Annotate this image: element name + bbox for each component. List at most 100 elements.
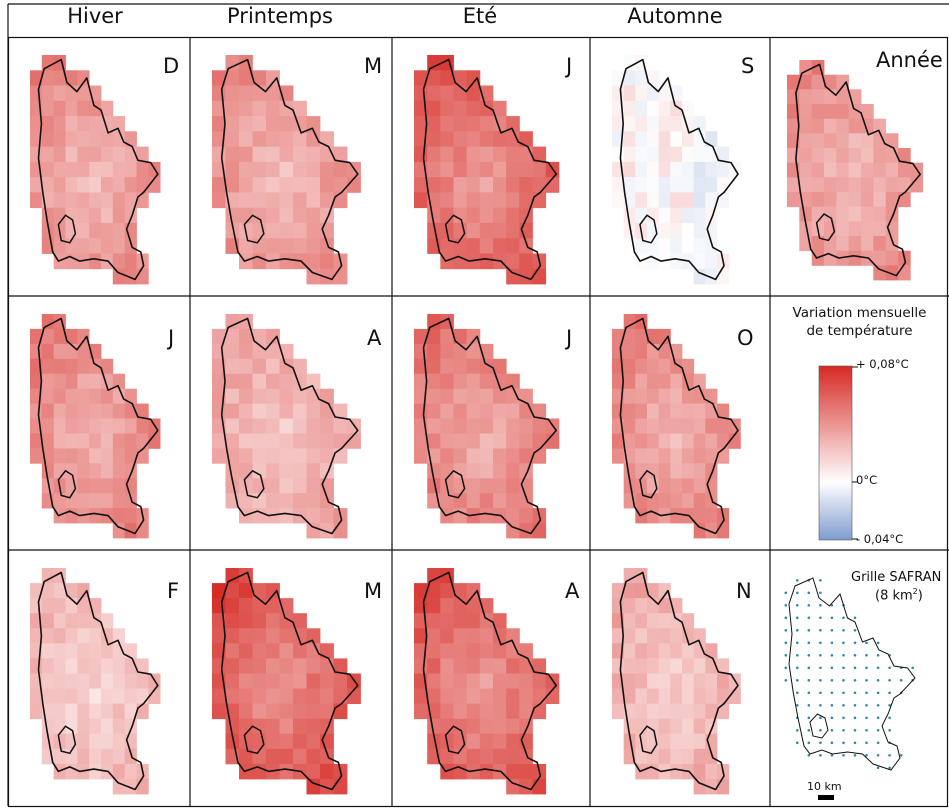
month-map-1-1-cell — [225, 328, 240, 345]
month-map-1-0-cell — [136, 403, 149, 419]
annual-map-cell — [836, 206, 849, 222]
month-map-1-1-cell — [252, 403, 267, 419]
month-map-2-0-cell — [89, 748, 102, 765]
month-map-0-3-cell — [658, 238, 671, 254]
month-map-0-0-cell — [77, 238, 90, 254]
month-map-1-2-cell — [466, 448, 481, 464]
month-map-0-2-cell — [532, 177, 547, 193]
month-map-2-0-cell — [89, 658, 102, 674]
month-map-1-3-cell — [647, 403, 660, 419]
month-map-1-1-cell — [212, 343, 226, 360]
month-map-2-1-cell — [239, 748, 253, 765]
month-map-1-2-cell — [440, 418, 454, 434]
month-map-0-0-cell — [65, 222, 78, 239]
month-map-2-3-cell — [623, 673, 636, 689]
month-map-2-2-cell — [440, 718, 454, 735]
month-map-1-2-cell — [506, 508, 520, 524]
grid-point — [807, 616, 811, 620]
month-map-0-3-cell — [635, 100, 648, 117]
month-map-1-0-cell — [112, 388, 125, 404]
grid-point — [899, 679, 903, 682]
month-map-2-2-cell — [414, 598, 428, 614]
month-map-2-2-cell — [427, 628, 441, 644]
month-map-2-3-cell — [658, 688, 671, 704]
month-map-1-1-cell — [212, 328, 226, 345]
month-map-2-3-cell — [705, 643, 718, 659]
month-map-1-1-cell — [239, 343, 253, 360]
annual-map-cell — [799, 162, 812, 178]
month-map-0-3-cell — [658, 192, 671, 209]
month-map-1-0-cell — [77, 403, 90, 419]
month-map-0-1-boundary — [220, 58, 359, 281]
grid-point — [819, 729, 822, 732]
month-map-0-3-cell — [623, 100, 636, 117]
month-map-2-3-cell — [670, 628, 683, 644]
month-map-2-0-cell — [124, 763, 137, 780]
month-map-2-2-cell — [414, 703, 428, 720]
month-map-2-2-cell — [440, 583, 454, 599]
month-map-2-0-boundary — [37, 571, 159, 791]
grid-map-enclave — [809, 713, 829, 739]
month-map-2-3-cell — [670, 673, 683, 689]
month-map-2-1-cell — [225, 583, 240, 599]
month-map-2-1-cell — [347, 688, 361, 704]
month-map-2-0-cell — [41, 688, 54, 704]
column-header-printemps: Printemps — [227, 4, 333, 28]
grid-point — [784, 629, 788, 632]
month-map-0-2-cell — [466, 116, 481, 132]
month-map-0-3-cell — [623, 207, 636, 224]
annual-map-cell — [885, 250, 899, 266]
month-map-2-1-cell — [252, 628, 267, 644]
month-map-0-3-cell — [705, 177, 718, 193]
month-map-1-2-cell — [493, 433, 507, 449]
month-map-0-3-cell — [705, 131, 718, 147]
annual-map-cell — [787, 148, 800, 164]
month-map-1-0-cell — [53, 388, 66, 404]
month-map-0-2-cell — [493, 131, 507, 147]
month-map-2-3-cell — [670, 748, 683, 765]
annual-map-cell — [824, 118, 837, 134]
month-map-0-1-cell — [252, 85, 267, 102]
month-map-1-3-cell — [670, 463, 683, 479]
month-map-1-1-cell — [252, 508, 267, 524]
month-map-0-0-cell — [41, 177, 54, 193]
month-map-0-3-cell — [682, 146, 695, 163]
grid-point — [807, 704, 811, 707]
month-map-1-0-cell — [65, 448, 78, 464]
month-map-2-0-cell — [41, 568, 54, 584]
month-map-1-0-cell — [89, 388, 102, 404]
month-map-0-2-cell — [493, 100, 507, 117]
month-map-0-1-cell — [239, 207, 253, 224]
month-map-0-1-cell — [212, 85, 226, 102]
month-map-2-2-cell — [427, 583, 441, 599]
month-map-1-1-cell — [320, 508, 334, 524]
month-map-2-3-cell — [670, 658, 683, 674]
month-map-1-3-cell — [658, 403, 671, 419]
grid-point — [819, 604, 822, 607]
month-map-2-3-cell — [612, 583, 625, 599]
month-map-0-3-cell — [705, 192, 718, 209]
month-map-2-1-cell — [306, 733, 321, 750]
month-map-0-2-cell — [427, 177, 441, 193]
month-map-1-2-cell — [414, 448, 428, 464]
month-map-0-0-cell — [65, 253, 78, 270]
month-map-1-0-cell — [124, 523, 137, 539]
month-map-2-2-cell — [440, 643, 454, 659]
month-map-2-1-cell — [252, 673, 267, 689]
month-map-2-0-cell — [65, 613, 78, 629]
grid-point — [911, 666, 914, 670]
month-map-2-2-cell — [466, 613, 481, 629]
month-map-0-2-cell — [414, 70, 428, 86]
annual-map-cell — [811, 192, 825, 208]
month-map-0-2-cell — [466, 238, 481, 254]
grid-point — [784, 679, 788, 682]
month-map-2-0-cell — [89, 763, 102, 780]
month-map-1-0-cell — [136, 523, 149, 539]
month-map-0-1-cell — [293, 207, 307, 224]
month-map-1-3-cell — [717, 403, 730, 419]
month-map-1-0-cell — [77, 433, 90, 449]
month-map-0-1-cell — [320, 238, 334, 254]
month-map-1-1-cell — [252, 358, 267, 375]
month-map-2-2-cell — [532, 688, 547, 704]
month-map-1-0-cell — [30, 448, 43, 464]
